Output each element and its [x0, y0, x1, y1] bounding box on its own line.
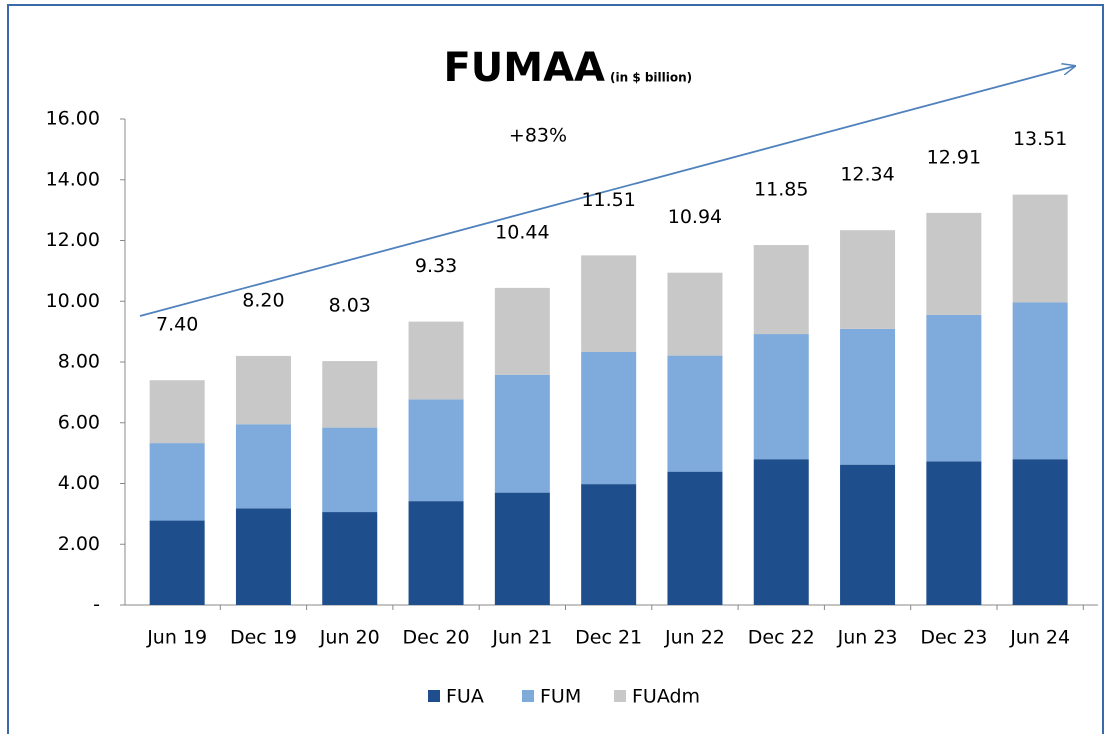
bar-segment [1012, 194, 1068, 303]
bar-segment [840, 230, 896, 329]
total-label: 11.85 [754, 179, 808, 201]
total-label: 7.40 [156, 314, 198, 336]
bar-segment [494, 492, 550, 605]
x-tick-label: Dec 23 [920, 627, 987, 649]
bar-segment [753, 245, 809, 335]
total-label: 12.34 [840, 164, 894, 186]
bar-segment [667, 471, 723, 605]
x-tick-label: Jun 23 [837, 627, 898, 649]
x-tick-label: Jun 19 [146, 627, 207, 649]
total-label: 13.51 [1013, 128, 1067, 150]
x-tick-label: Jun 24 [1009, 627, 1070, 649]
bar-segment [408, 399, 464, 502]
annotation: +83% [509, 125, 567, 147]
total-label: 11.51 [581, 189, 635, 211]
bar-segment [667, 355, 723, 472]
x-tick-label: Jun 21 [491, 627, 552, 649]
bar-segment [667, 272, 723, 356]
total-label: 8.20 [242, 289, 284, 311]
bar-segment [753, 334, 809, 460]
x-tick-label: Dec 22 [748, 627, 815, 649]
x-tick-label: Dec 20 [403, 627, 470, 649]
bar-segment [235, 508, 291, 605]
bar-segment [235, 355, 291, 425]
bar-segment [494, 287, 550, 375]
bar-segment [753, 459, 809, 605]
chart-subtitle: (in $ billion) [610, 71, 692, 85]
chart-title: FUMAA [443, 45, 605, 91]
legend-label: FUAdm [632, 686, 700, 708]
bar-segment [1012, 459, 1068, 605]
legend-swatch [614, 690, 626, 702]
bar-segment [149, 443, 205, 521]
bar-segment [840, 328, 896, 465]
bar-segment [581, 351, 637, 485]
bar-segment [926, 314, 982, 462]
bar-segment [149, 520, 205, 605]
x-tick-label: Dec 21 [575, 627, 642, 649]
bar-segment [581, 484, 637, 605]
growth-arrow [139, 66, 1075, 317]
y-tick-label: 10.00 [46, 290, 100, 312]
legend-swatch [522, 690, 534, 702]
legend-swatch [428, 690, 440, 702]
bar-segment [322, 512, 378, 605]
legend-label: FUA [446, 686, 484, 708]
bar-segment [408, 501, 464, 605]
bar-segment [322, 361, 378, 428]
bar-segment [322, 427, 378, 513]
x-tick-label: Jun 20 [319, 627, 380, 649]
y-tick-label: 14.00 [46, 168, 100, 190]
bar-segment [149, 380, 205, 444]
bar-segment [926, 212, 982, 315]
bar-segment [581, 255, 637, 352]
total-label: 10.94 [668, 206, 722, 228]
total-label: 8.03 [329, 295, 371, 317]
x-tick-label: Jun 22 [664, 627, 725, 649]
chart-frame [7, 4, 1104, 734]
bar-segment [408, 321, 464, 400]
legend-label: FUM [540, 686, 581, 708]
y-tick-label: 6.00 [58, 411, 100, 433]
bar-segment [494, 374, 550, 493]
y-tick-label: 4.00 [58, 472, 100, 494]
y-tick-label: 2.00 [58, 533, 100, 555]
bar-segment [1012, 302, 1068, 460]
total-label: 10.44 [495, 221, 549, 243]
bar-segment [235, 424, 291, 509]
total-label: 9.33 [415, 255, 457, 277]
y-tick-label: 8.00 [58, 351, 100, 373]
x-tick-label: Dec 19 [230, 627, 297, 649]
y-tick-label: 12.00 [46, 229, 100, 251]
bar-segment [840, 464, 896, 605]
bar-segment [926, 461, 982, 605]
y-tick-label: 16.00 [46, 108, 100, 130]
total-label: 12.91 [927, 146, 981, 168]
y-tick-label: - [93, 594, 100, 616]
